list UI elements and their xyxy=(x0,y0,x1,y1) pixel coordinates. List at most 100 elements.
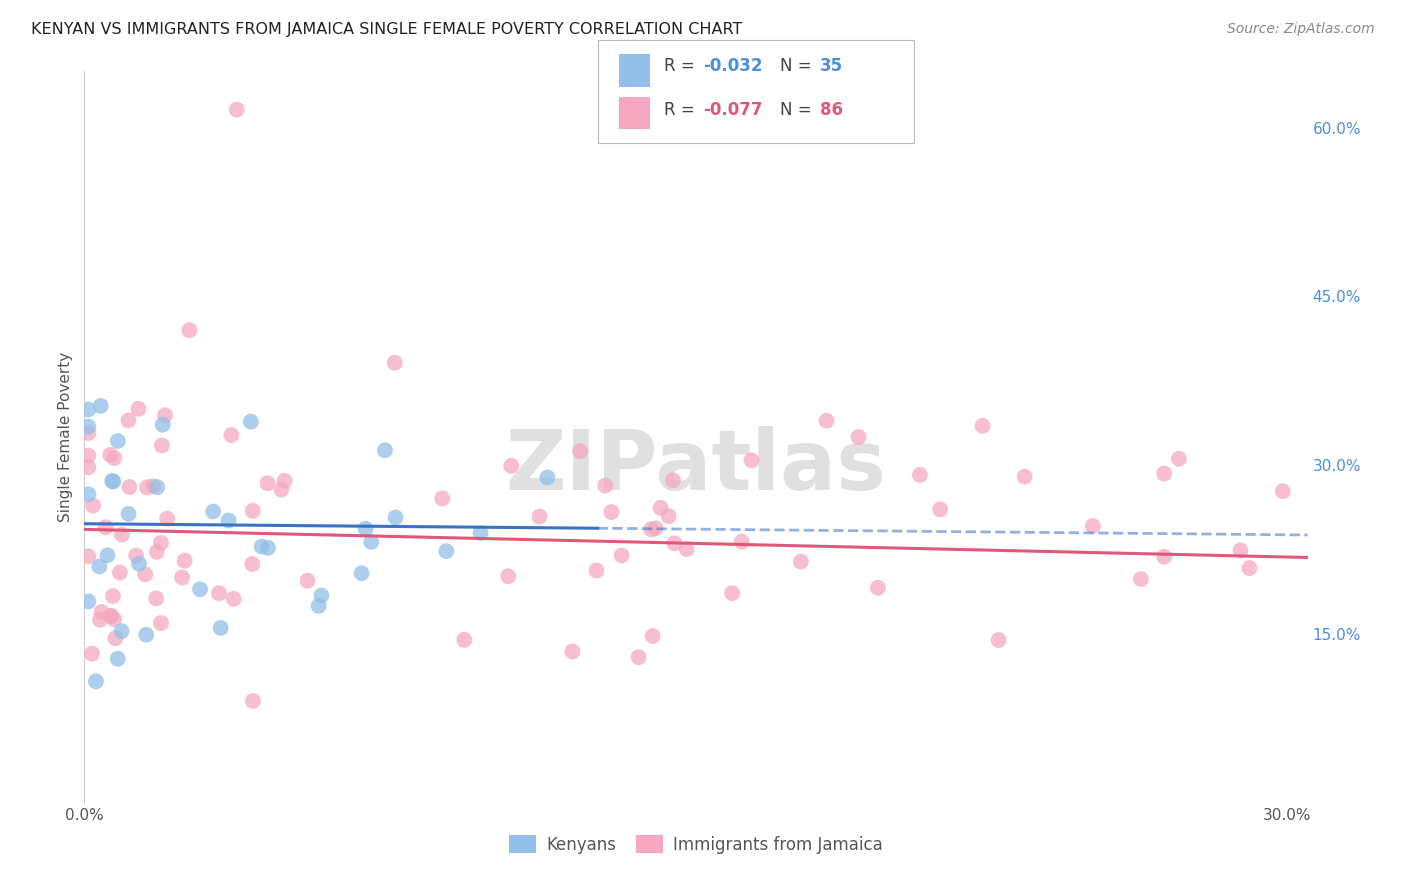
Point xyxy=(308,599,330,613)
Point xyxy=(153,409,176,423)
Point xyxy=(218,514,240,528)
Point xyxy=(496,569,519,583)
Point xyxy=(731,534,754,549)
Text: Source: ZipAtlas.com: Source: ZipAtlas.com xyxy=(1227,22,1375,37)
Y-axis label: Single Female Poverty: Single Female Poverty xyxy=(58,352,73,522)
Point xyxy=(111,527,134,541)
Point xyxy=(242,694,264,708)
Point xyxy=(117,413,139,427)
Point xyxy=(972,418,994,433)
Point xyxy=(145,591,167,606)
Point xyxy=(470,526,492,541)
Point xyxy=(384,510,406,524)
Point xyxy=(209,621,232,635)
Point xyxy=(117,507,139,521)
Text: N =: N = xyxy=(780,57,817,75)
Point xyxy=(77,402,100,417)
Text: R =: R = xyxy=(664,57,700,75)
Point xyxy=(225,103,247,117)
Point xyxy=(188,582,211,597)
Text: 35: 35 xyxy=(820,57,842,75)
Point xyxy=(561,644,583,658)
Point xyxy=(1271,484,1294,499)
Point xyxy=(77,449,100,463)
Point xyxy=(173,554,195,568)
Point xyxy=(239,415,262,429)
Point xyxy=(90,605,112,619)
Point xyxy=(384,356,406,370)
Point xyxy=(77,594,100,608)
Point xyxy=(908,467,931,482)
Text: ZIPatlas: ZIPatlas xyxy=(506,425,886,507)
Point xyxy=(311,589,333,603)
Point xyxy=(96,548,118,562)
Point xyxy=(103,612,125,626)
Point xyxy=(536,470,558,484)
Point xyxy=(432,491,454,506)
Text: N =: N = xyxy=(780,101,817,119)
Point xyxy=(240,557,263,571)
Point xyxy=(641,629,664,643)
Point xyxy=(929,502,952,516)
Point xyxy=(94,520,117,534)
Point xyxy=(136,480,159,494)
Point xyxy=(77,460,100,475)
Point xyxy=(257,541,280,555)
Point xyxy=(721,586,744,600)
Point xyxy=(250,540,273,554)
Point xyxy=(529,509,551,524)
Text: R =: R = xyxy=(664,101,700,119)
Point xyxy=(98,448,121,462)
Text: -0.077: -0.077 xyxy=(703,101,762,119)
Point xyxy=(600,505,623,519)
Point xyxy=(142,479,165,493)
Text: -0.032: -0.032 xyxy=(703,57,762,75)
Point xyxy=(77,419,100,434)
Point xyxy=(664,536,686,550)
Point xyxy=(662,473,685,487)
Point xyxy=(987,633,1010,648)
Point xyxy=(128,557,150,571)
Point xyxy=(90,399,112,413)
Point xyxy=(1081,519,1104,533)
Point xyxy=(150,615,173,630)
Text: KENYAN VS IMMIGRANTS FROM JAMAICA SINGLE FEMALE POVERTY CORRELATION CHART: KENYAN VS IMMIGRANTS FROM JAMAICA SINGLE… xyxy=(31,22,742,37)
Point xyxy=(1229,543,1251,558)
Point xyxy=(107,652,129,666)
Point xyxy=(1014,469,1036,483)
Point xyxy=(103,475,125,489)
Point xyxy=(101,589,124,603)
Point xyxy=(270,483,292,497)
Point xyxy=(100,608,122,623)
Point xyxy=(675,542,697,557)
Point xyxy=(610,549,633,563)
Point xyxy=(149,536,172,550)
Point xyxy=(815,414,838,428)
Point xyxy=(658,509,681,524)
Point xyxy=(104,631,127,645)
Point xyxy=(501,458,523,473)
Point xyxy=(103,451,125,466)
Point xyxy=(156,511,179,525)
Point xyxy=(84,674,107,689)
Point xyxy=(585,564,607,578)
Point xyxy=(453,632,475,647)
Point xyxy=(741,453,763,467)
Point xyxy=(134,567,156,582)
Point xyxy=(1129,572,1152,586)
Point xyxy=(82,499,104,513)
Point xyxy=(172,570,194,584)
Point xyxy=(297,574,319,588)
Point xyxy=(360,534,382,549)
Point xyxy=(77,549,100,564)
Point xyxy=(150,438,173,452)
Text: 86: 86 xyxy=(820,101,842,119)
Point xyxy=(256,476,278,491)
Point xyxy=(848,430,870,444)
Point xyxy=(221,428,243,442)
Point xyxy=(640,522,662,536)
Point xyxy=(650,500,672,515)
Point xyxy=(242,504,264,518)
Point xyxy=(179,323,201,337)
Point xyxy=(627,650,650,665)
